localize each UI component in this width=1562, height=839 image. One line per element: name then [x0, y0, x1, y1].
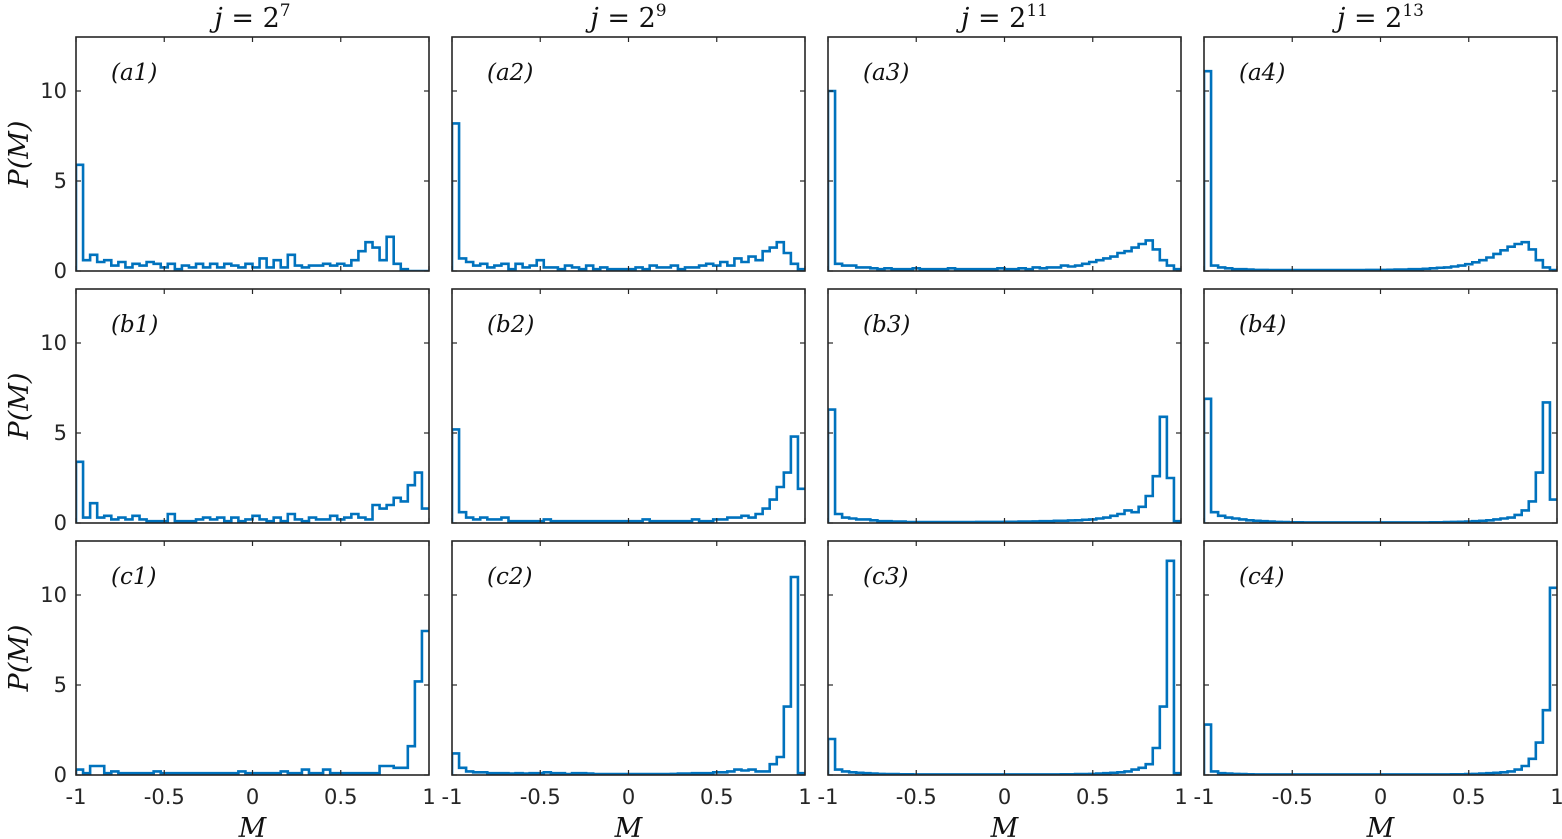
x-tick-label: -1	[442, 785, 463, 809]
histogram-line	[452, 428, 805, 523]
panel-label: (a1)	[111, 60, 157, 86]
x-axis-label: M	[990, 813, 1020, 839]
column-title-variable: j	[209, 3, 222, 34]
chart-panel-a4: (a4)	[1203, 36, 1558, 272]
x-tick-label: -1	[66, 785, 87, 809]
y-tick-label: 10	[40, 79, 67, 103]
column-title: j = 29	[585, 1, 666, 34]
x-axis-label: M	[1366, 813, 1396, 839]
panel-label: (b2)	[487, 312, 534, 338]
panel-label: (a2)	[487, 60, 533, 86]
y-tick-label: 5	[54, 169, 67, 193]
x-tick-label: 0	[622, 785, 635, 809]
x-tick-label: 0.5	[324, 785, 357, 809]
histogram-line	[828, 408, 1181, 523]
histogram-line	[452, 122, 805, 271]
histogram-line	[452, 575, 805, 775]
column-title-base: = 2	[223, 3, 280, 34]
histogram-line	[828, 89, 1181, 271]
column-title: j = 213	[1332, 1, 1424, 34]
chart-panel-c4: -1 -0.5 0 0.5 1 M (c4)	[1194, 540, 1562, 839]
panel-label: (a4)	[1239, 60, 1285, 86]
column-title-exponent: 13	[1402, 1, 1424, 21]
column-title-variable: j	[585, 3, 598, 34]
histogram-line	[828, 559, 1181, 775]
histogram-line	[76, 460, 429, 523]
column-title-exponent: 11	[1026, 1, 1048, 21]
column-title-variable: j	[1332, 3, 1345, 34]
column-title-base: = 2	[1345, 3, 1402, 34]
histogram-line	[1204, 586, 1557, 775]
y-tick-label: 10	[40, 331, 67, 355]
chart-panel-c3: -1 -0.5 0 0.5 1 M (c3)	[818, 540, 1188, 839]
chart-panel-c1: 0 5 10P(M) -1 -0.5 0 0.5 1 M (c1)	[4, 540, 436, 839]
x-tick-label: 0	[1374, 785, 1387, 809]
panel-label: (b1)	[111, 312, 158, 338]
y-tick-label: 0	[54, 763, 67, 787]
histogram-line	[1204, 397, 1557, 523]
panel-label: (b4)	[1239, 312, 1286, 338]
y-tick-label: 0	[54, 511, 67, 535]
panel-label: (c1)	[111, 564, 156, 590]
y-axis-label: P(M)	[4, 625, 35, 693]
column-title-exponent: 7	[280, 1, 291, 21]
chart-panel-c2: -1 -0.5 0 0.5 1 M (c2)	[442, 540, 812, 839]
y-axis-label: P(M)	[4, 373, 35, 441]
column-title-variable: j	[956, 3, 969, 34]
panel-label: (a3)	[863, 60, 909, 86]
x-tick-label: 1	[422, 785, 435, 809]
x-axis-label: M	[614, 813, 644, 839]
x-tick-label: 0.5	[1076, 785, 1109, 809]
x-tick-label: 0.5	[1452, 785, 1485, 809]
column-title-exponent: 9	[656, 1, 667, 21]
histogram-line	[76, 163, 429, 271]
chart-panel-a3: (a3)	[827, 36, 1182, 272]
histogram-line	[76, 629, 429, 775]
y-axis-label: P(M)	[4, 121, 35, 189]
x-tick-label: -0.5	[144, 785, 185, 809]
column-title-base: = 2	[969, 3, 1026, 34]
chart-panel-b4: (b4)	[1203, 288, 1558, 524]
y-tick-label: 5	[54, 421, 67, 445]
panel-label: (b3)	[863, 312, 910, 338]
column-title-base: = 2	[599, 3, 656, 34]
y-tick-label: 0	[54, 259, 67, 283]
x-axis-label: M	[238, 813, 268, 839]
y-tick-label: 5	[54, 673, 67, 697]
panel-label: (c4)	[1239, 564, 1284, 590]
panel-label: (c3)	[863, 564, 908, 590]
column-title: j = 211	[956, 1, 1048, 34]
x-tick-label: 0	[998, 785, 1011, 809]
x-tick-label: -0.5	[520, 785, 561, 809]
x-tick-label: 1	[1550, 785, 1562, 809]
x-tick-label: 1	[798, 785, 811, 809]
chart-panel-b3: (b3)	[827, 288, 1182, 524]
chart-panel-b2: (b2)	[451, 288, 806, 524]
x-tick-label: 0.5	[700, 785, 733, 809]
histogram-line	[1204, 69, 1557, 271]
chart-panel-a2: (a2)	[451, 36, 806, 272]
x-tick-label: 0	[246, 785, 259, 809]
column-title: j = 27	[209, 1, 290, 34]
panel-label: (c2)	[487, 564, 532, 590]
x-tick-label: 1	[1174, 785, 1187, 809]
chart-panel-b1: 0 5 10P(M) (b1)	[4, 288, 430, 535]
chart-panel-a1: 0 5 10P(M) (a1)	[4, 36, 430, 283]
y-tick-label: 10	[40, 583, 67, 607]
x-tick-label: -1	[818, 785, 839, 809]
x-tick-label: -0.5	[896, 785, 937, 809]
x-tick-label: -0.5	[1272, 785, 1313, 809]
x-tick-label: -1	[1194, 785, 1215, 809]
